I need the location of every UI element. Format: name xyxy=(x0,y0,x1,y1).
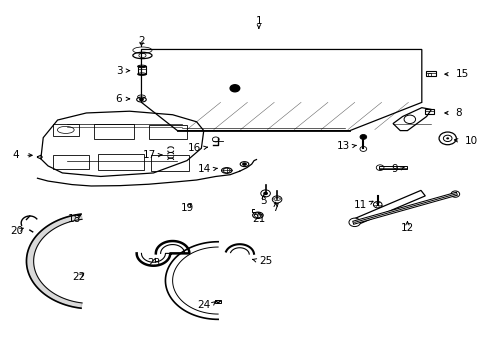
Circle shape xyxy=(450,191,459,197)
Circle shape xyxy=(242,162,246,166)
Text: 8: 8 xyxy=(454,108,461,118)
Text: 7: 7 xyxy=(272,203,278,213)
Polygon shape xyxy=(26,214,82,308)
Circle shape xyxy=(359,135,366,139)
Text: 23: 23 xyxy=(146,258,160,268)
Text: 18: 18 xyxy=(68,214,81,224)
Text: 21: 21 xyxy=(252,214,265,224)
Text: 2: 2 xyxy=(138,36,144,46)
Text: 1: 1 xyxy=(255,16,262,26)
Text: 22: 22 xyxy=(72,272,85,282)
Text: 25: 25 xyxy=(258,256,271,266)
Bar xyxy=(427,73,430,76)
Text: 12: 12 xyxy=(400,222,413,233)
Text: 17: 17 xyxy=(142,150,156,160)
Text: 6: 6 xyxy=(116,94,122,104)
Circle shape xyxy=(263,192,267,195)
Text: 16: 16 xyxy=(188,143,201,153)
Bar xyxy=(378,166,407,170)
Text: 3: 3 xyxy=(116,66,122,76)
Text: 9: 9 xyxy=(390,165,397,174)
Bar xyxy=(350,190,425,226)
Text: 5: 5 xyxy=(260,196,266,206)
Text: 19: 19 xyxy=(180,203,193,213)
Bar xyxy=(214,300,221,303)
Text: 13: 13 xyxy=(336,141,349,152)
Circle shape xyxy=(446,137,448,139)
Circle shape xyxy=(230,85,239,92)
Circle shape xyxy=(348,218,360,226)
Text: 14: 14 xyxy=(197,165,210,174)
Text: 15: 15 xyxy=(454,69,468,79)
Text: 24: 24 xyxy=(197,300,210,310)
Text: 10: 10 xyxy=(464,136,477,146)
Bar xyxy=(137,66,146,74)
Circle shape xyxy=(139,98,143,101)
Text: 11: 11 xyxy=(353,200,366,210)
Text: 20: 20 xyxy=(10,226,23,236)
Text: 4: 4 xyxy=(13,150,19,160)
Bar xyxy=(424,109,433,114)
Bar xyxy=(425,71,435,76)
